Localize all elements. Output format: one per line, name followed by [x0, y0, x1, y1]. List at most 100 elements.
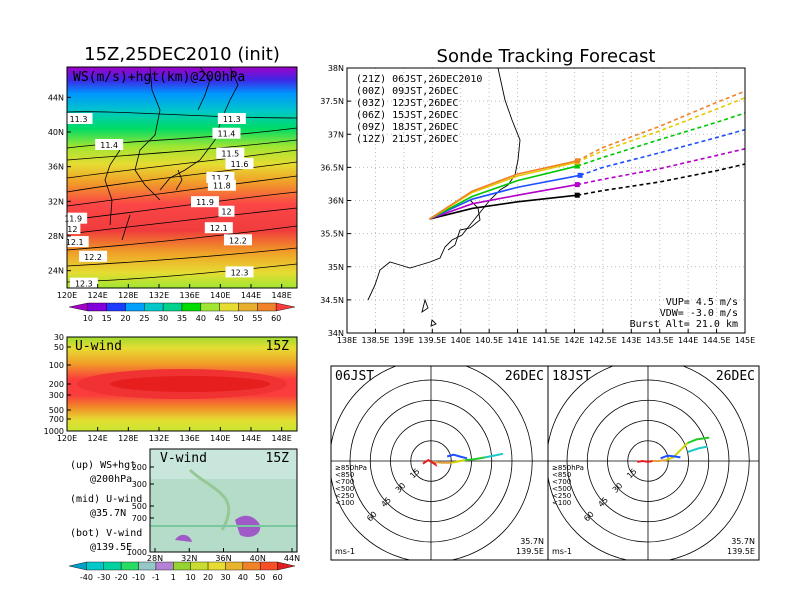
- hodograph-trace: [665, 442, 689, 462]
- ws-colorbar-label: 20: [120, 314, 130, 323]
- u-lon-tick-label: 148E: [272, 434, 292, 443]
- ws-colorbar-swatch: [257, 302, 277, 312]
- contour-label: 12.3: [225, 266, 254, 278]
- svg-text:12.2: 12.2: [229, 236, 247, 245]
- v-colorbar-label: 50: [255, 573, 265, 582]
- hodograph-legend-entry: <850: [335, 471, 354, 479]
- track-legend-entry: (21Z) 06JST,26DEC2010: [356, 74, 482, 85]
- ws-panel-label: WS(m/s)+hgt(km)@200hPa: [73, 70, 245, 85]
- contour-label: 11.3: [64, 113, 93, 124]
- u-lon-tick-label: 132E: [149, 434, 169, 443]
- track-line-forecast: [579, 128, 745, 177]
- height-contours: [67, 111, 297, 283]
- track-x-tick-label: 140E: [451, 336, 471, 345]
- track-axis-ticks: 138E 138.5E 139E 139.5E 140E 140.5E 141E 141.5E…: [320, 64, 755, 345]
- map-lon-tick-label: 144E: [241, 291, 261, 300]
- u-p-tick-label: 200: [49, 380, 64, 389]
- burst-marker: [577, 172, 583, 178]
- track-legend-entry: (12Z) 21JST,26DEC: [356, 134, 458, 145]
- ws-colorbar-swatch: [162, 302, 183, 312]
- map-lon-tick-label: 148E: [272, 291, 292, 300]
- v-wind-panel: V-wind 15Z 200 300 500 700 1000 28N 32N 36N 40N…: [68, 448, 300, 582]
- map-lat-tick-label: 44N: [48, 93, 64, 102]
- ws-colorbar-swatch: [200, 302, 220, 312]
- track-x-tick-label: 140.5E: [475, 336, 503, 345]
- svg-text:12.1: 12.1: [210, 224, 228, 233]
- hodograph-lat: 35.7N: [520, 537, 544, 546]
- hodograph-trace: [434, 460, 451, 464]
- v-p-tick-label: 700: [132, 514, 147, 523]
- track-line-solid: [429, 165, 578, 220]
- v-lat-tick-label: 32N: [181, 554, 197, 563]
- svg-text:12.3: 12.3: [75, 280, 93, 289]
- svg-text:11.9: 11.9: [196, 198, 214, 207]
- track-x-tick-label: 141E: [507, 336, 527, 345]
- contour-label: 11.4: [212, 127, 241, 139]
- ws-colorbar-label: 25: [139, 314, 149, 323]
- hodograph-legend-entry: <500: [552, 485, 571, 493]
- ws-map-panel: 11.3 11.311.411.411.511.611.711.811.91212…: [48, 66, 298, 323]
- v-panel-label: V-wind: [160, 451, 207, 466]
- v-lat-tick-label: 40N: [250, 554, 266, 563]
- v-colorbar-swatch: [155, 561, 174, 571]
- hodograph-trace: [450, 459, 466, 464]
- u-p-tick-label: 30: [54, 333, 64, 342]
- u-p-tick-label: 1000: [44, 427, 64, 436]
- track-grid: [347, 68, 745, 333]
- ws-colorbar-label: 55: [252, 314, 262, 323]
- hodograph-trace: [660, 454, 681, 460]
- track-x-tick-label: 142E: [564, 336, 584, 345]
- contour-label: 11.5: [216, 147, 245, 159]
- hodograph-units: ms-1: [552, 547, 572, 556]
- v-colorbar-swatch: [138, 561, 157, 571]
- ws-colorbar-swatch: [68, 302, 89, 312]
- v-colorbar-label: 10: [186, 573, 196, 582]
- contour-label: 12: [218, 205, 235, 217]
- v-colorbar-swatch: [103, 561, 122, 571]
- ws-colorbar-swatch: [238, 302, 258, 312]
- u-lon-ticks: 120E 124E 128E 132E 136E 140E 144E 148E: [57, 427, 292, 443]
- track-y-tick-label: 36.5N: [320, 163, 344, 172]
- v-colorbar-label: -40: [80, 573, 93, 582]
- u-wind-jetmax: [110, 376, 270, 392]
- u-p-tick-label: 100: [49, 361, 64, 370]
- v-colorbar-label: 30: [220, 573, 230, 582]
- svg-text:12.2: 12.2: [84, 253, 102, 262]
- burst-marker: [574, 192, 580, 198]
- hodograph-lat: 35.7N: [731, 537, 755, 546]
- track-legend-entry: (06Z) 15JST,26DEC: [356, 110, 458, 121]
- map-lat-tick-label: 32N: [48, 197, 64, 206]
- map-lon-tick-label: 132E: [149, 291, 169, 300]
- track-line-forecast: [577, 112, 745, 167]
- contour-labels: 11.3 11.311.411.411.511.611.711.811.91212…: [59, 113, 254, 289]
- v-colorbar-swatch: [68, 561, 87, 571]
- v-colorbar-swatch: [173, 561, 191, 571]
- map-lat-tick-label: 24N: [48, 267, 64, 276]
- v-colorbar: -40 -30 -20 -10 -1 1 10 20 30 40 50 60: [68, 561, 296, 582]
- track-x-tick-label: 143.5E: [646, 336, 674, 345]
- contour-label: 11.9: [59, 212, 88, 224]
- contour-label: 12.1: [60, 236, 89, 248]
- hodograph-trace: [446, 453, 468, 460]
- v-colorbar-label: -1: [152, 573, 160, 582]
- contour-label: 11.8: [207, 179, 236, 191]
- map-lon-tick-label: 136E: [180, 291, 200, 300]
- burst-marker: [574, 182, 580, 188]
- v-lat-tick-label: 28N: [147, 554, 163, 563]
- u-p-tick-label: 50: [54, 343, 64, 352]
- u-time-label: 15Z: [266, 339, 290, 354]
- hodograph-lon: 139.5E: [516, 547, 544, 556]
- v-colorbar-label: 1: [171, 573, 176, 582]
- track-y-tick-label: 35.5N: [320, 230, 344, 239]
- v-colorbar-swatch: [225, 561, 244, 571]
- v-colorbar-swatch: [190, 561, 209, 571]
- hodograph-legend-entry: <250: [552, 492, 571, 500]
- svg-text:11.6: 11.6: [231, 160, 249, 169]
- svg-text:11.4: 11.4: [100, 141, 118, 150]
- v-colorbar-label: -20: [115, 573, 128, 582]
- v-p-tick-label: 500: [132, 502, 147, 511]
- track-x-tick-label: 143E: [621, 336, 641, 345]
- ws-colorbar-swatch: [144, 302, 164, 312]
- svg-text:12: 12: [221, 208, 231, 217]
